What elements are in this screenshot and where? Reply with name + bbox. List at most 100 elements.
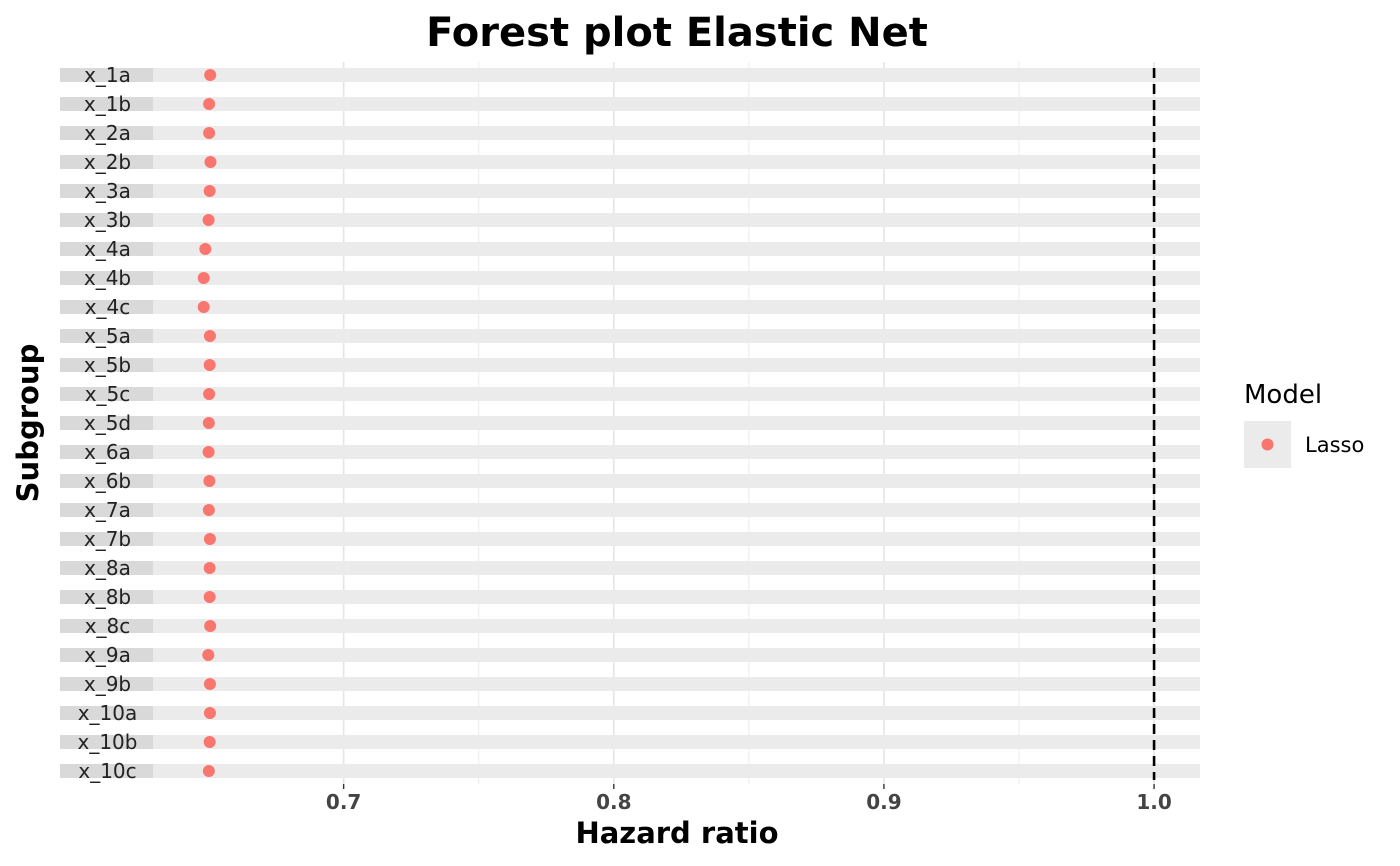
row-label-strip [60,329,153,343]
row-band [60,648,1200,662]
row-band [60,97,1200,111]
x-tick-label: 0.8 [596,790,631,814]
y-tick-label: x_7a [84,498,131,522]
data-point [197,301,210,313]
row-band [60,677,1200,691]
row-label-strip [60,706,153,720]
data-point [203,359,216,371]
row-label-strip [60,387,153,401]
row-band [60,358,1200,372]
row-band [60,300,1200,314]
legend-title: Model [1244,380,1322,410]
row-label-strip [60,213,153,227]
data-point [203,127,216,139]
row-label-strip [60,358,153,372]
row-label-strip [60,97,153,111]
row-band [60,329,1200,343]
row-label-strip [60,155,153,169]
y-tick-label: x_6a [84,440,131,464]
x-tick-label: 0.7 [326,790,361,814]
subgroup-rows: x_1a x_1b x_2a x_2b x_3a x_3b x_4a x_4b x_4c x_5a… [60,63,1200,783]
row-label-strip [60,561,153,575]
data-point [202,214,215,226]
data-point [203,562,216,574]
row-label-strip [60,416,153,430]
row-label-strip [60,532,153,546]
legend-label-lasso: Lasso [1305,433,1364,457]
y-tick-label: x_9b [84,672,131,696]
row-band [60,503,1200,517]
row-label-strip [60,242,153,256]
y-tick-label: x_2a [84,121,131,145]
data-point [203,678,216,690]
row-label-strip [60,445,153,459]
row-label-strip [60,619,153,633]
x-axis-ticks: 0.7 0.8 0.9 1.0 [326,784,1172,814]
y-tick-label: x_5d [84,411,131,435]
row-label-strip [60,271,153,285]
data-point [203,736,216,748]
y-axis-title: Subgroup [11,344,45,503]
data-point [203,533,216,545]
chart-title: Forest plot Elastic Net [426,10,928,56]
y-tick-label: x_7b [84,527,131,551]
y-tick-label: x_5c [85,382,131,406]
row-band [60,387,1200,401]
y-tick-label: x_9a [84,643,131,667]
data-point [197,272,210,284]
x-tick-label: 1.0 [1136,790,1171,814]
y-tick-label: x_8c [85,614,131,638]
row-band [60,474,1200,488]
row-band [60,561,1200,575]
data-point [202,649,215,661]
row-label-strip [60,590,153,604]
row-band [60,735,1200,749]
y-tick-label: x_1a [84,63,131,87]
legend: Model Lasso [1244,380,1364,468]
data-point [203,591,216,603]
row-band [60,68,1200,82]
row-label-strip [60,735,153,749]
data-point [202,446,215,458]
row-band [60,619,1200,633]
row-label-strip [60,764,153,778]
y-tick-label: x_4c [85,295,131,319]
y-tick-label: x_5b [84,353,131,377]
data-point [202,765,215,777]
row-band [60,242,1200,256]
data-point [203,707,216,719]
y-tick-label: x_2b [84,150,131,174]
row-band [60,764,1200,778]
row-band [60,532,1200,546]
row-label-strip [60,184,153,198]
data-point [204,69,217,81]
row-band [60,590,1200,604]
row-band [60,706,1200,720]
data-points [197,69,217,777]
data-point [204,156,217,168]
y-tick-label: x_10c [78,759,136,783]
row-label-strip [60,68,153,82]
data-point [199,243,212,255]
y-tick-label: x_8a [84,556,131,580]
row-label-strip [60,474,153,488]
data-point [203,330,216,342]
y-tick-label: x_6b [84,469,131,493]
data-point [203,185,216,197]
data-point [202,504,215,516]
data-point [203,475,216,487]
legend-key-point [1261,438,1274,451]
data-point [202,417,215,429]
data-point [203,388,216,400]
y-tick-label: x_8b [84,585,131,609]
y-tick-label: x_10b [78,730,138,754]
y-tick-label: x_3a [84,179,131,203]
data-point [204,620,217,632]
x-tick-label: 0.9 [866,790,901,814]
y-tick-label: x_10a [78,701,138,725]
row-label-strip [60,300,153,314]
row-label-strip [60,677,153,691]
row-label-strip [60,126,153,140]
